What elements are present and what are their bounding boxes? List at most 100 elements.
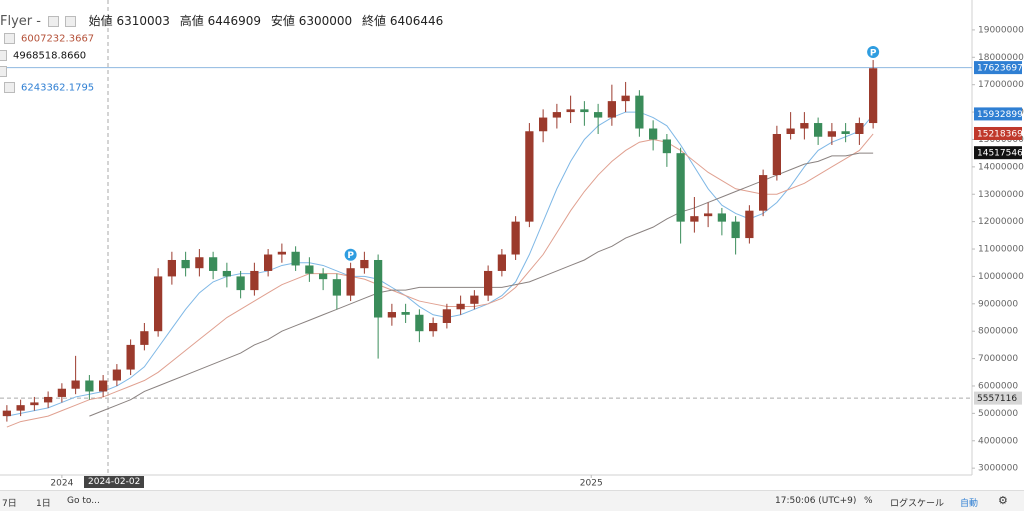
candle-body (855, 123, 864, 134)
candle-body (415, 314, 424, 332)
candle-body (236, 276, 245, 291)
candle-body (429, 322, 438, 332)
candle-body (731, 221, 740, 239)
y-tick-label: 4000000 (978, 436, 1018, 446)
x-tick-label: 2024 (50, 479, 73, 489)
crosshair-date: 2024-02-02 (84, 476, 145, 488)
price-label-box (974, 146, 1022, 160)
y-tick-label: 6000000 (978, 381, 1018, 391)
goto-button[interactable]: Go to... (67, 496, 100, 506)
moving-average (89, 152, 874, 417)
y-tick-label: 19000000 (978, 25, 1024, 35)
candle-body (319, 273, 328, 280)
candle-body (814, 123, 823, 137)
candle-body (621, 95, 630, 102)
x-tick-label: 2025 (580, 479, 603, 489)
percent-toggle[interactable]: % (864, 496, 873, 506)
candle-body (442, 309, 451, 323)
candle-body (497, 254, 506, 271)
candle-body (332, 279, 341, 296)
clock: 17:50:06 (UTC+9) (775, 496, 857, 506)
y-tick-label: 9000000 (978, 299, 1018, 309)
candle-body (222, 270, 231, 277)
legend-value: 4968518.8660 (13, 50, 87, 62)
candle-body (717, 213, 726, 222)
price-label-box (974, 126, 1022, 140)
ohlc-label: 始値 (88, 14, 113, 28)
candle-body (2, 410, 11, 417)
y-tick-label: 18000000 (978, 53, 1024, 63)
candle-body (649, 128, 658, 140)
ohlc-label: 安値 (270, 14, 295, 28)
candle-body (291, 251, 300, 266)
marker (867, 46, 880, 59)
candle-body (676, 153, 685, 222)
price-label: 14517546 (977, 149, 1023, 159)
price-label-box (974, 107, 1022, 121)
candle-body (827, 131, 836, 137)
log-toggle[interactable]: ログスケール (890, 499, 945, 509)
y-tick-label: 12000000 (978, 217, 1024, 227)
auto-toggle[interactable]: 自動 (960, 499, 979, 509)
ohlc-value: 6406446 (389, 14, 444, 28)
candle-body (126, 344, 135, 370)
candle-body (525, 131, 534, 222)
legend-row: 6243362.1795 (4, 82, 94, 94)
marker-label: P (870, 49, 877, 59)
legend-row: 4968518.8660 (0, 50, 86, 62)
candle-body (456, 303, 465, 310)
candle-body (250, 270, 259, 291)
candle-body (346, 268, 355, 296)
candle-body (30, 402, 39, 406)
candle-body (85, 380, 94, 392)
ohlc-label: 終値 (361, 14, 386, 28)
legend-value: 6243362.1795 (21, 82, 95, 94)
candle-body (800, 123, 809, 129)
candle-body (745, 210, 754, 239)
y-tick-label: 7000000 (978, 354, 1018, 364)
legend-row (0, 66, 13, 78)
candle-body (195, 257, 204, 269)
candle-body (607, 101, 616, 118)
range-button[interactable]: 7日 (2, 499, 17, 509)
chart: 3000000 4000000 5000000 6000000 7000000 80000… (0, 0, 1024, 489)
candle-body (772, 133, 781, 176)
y-tick-label: 10000000 (978, 272, 1024, 282)
range-button[interactable]: 1日 (36, 499, 51, 509)
candle-body (759, 175, 768, 211)
candle-body (662, 139, 671, 154)
price-label: 15932899 (977, 110, 1023, 120)
candle-body (99, 380, 108, 392)
price-label-box (974, 61, 1022, 75)
moving-average (6, 111, 874, 417)
y-tick-label: 14000000 (978, 162, 1024, 172)
marker-label: P (347, 251, 354, 261)
settings-button[interactable]: ⚙ (998, 494, 1008, 507)
candle-body (869, 68, 878, 124)
candle-body (264, 254, 273, 271)
candle-body (566, 109, 575, 113)
candle-body (552, 112, 561, 118)
marker (344, 248, 357, 261)
candle-body (511, 221, 520, 255)
price-label: 5557116 (977, 394, 1017, 404)
candle-body (181, 259, 190, 269)
legend-row: 6007232.3667 (4, 33, 94, 45)
candle-body (594, 112, 603, 118)
price-label-box (974, 391, 1022, 405)
candle-body (786, 128, 795, 134)
y-tick-label: 5000000 (978, 409, 1018, 419)
ohlc-value: 6310003 (116, 14, 170, 28)
price-label: 15218369 (977, 129, 1023, 139)
candle-body (374, 259, 383, 318)
candle-body (305, 265, 314, 274)
candle-body (44, 396, 53, 403)
candle-body (154, 276, 163, 332)
ohlc-value: 6446909 (207, 14, 262, 28)
candle-body (140, 331, 149, 345)
y-tick-label: 8000000 (978, 327, 1018, 337)
candle-body (360, 259, 369, 269)
y-tick-label: 17000000 (978, 80, 1024, 90)
candle-body (401, 312, 410, 315)
y-tick-label: 3000000 (978, 464, 1018, 474)
